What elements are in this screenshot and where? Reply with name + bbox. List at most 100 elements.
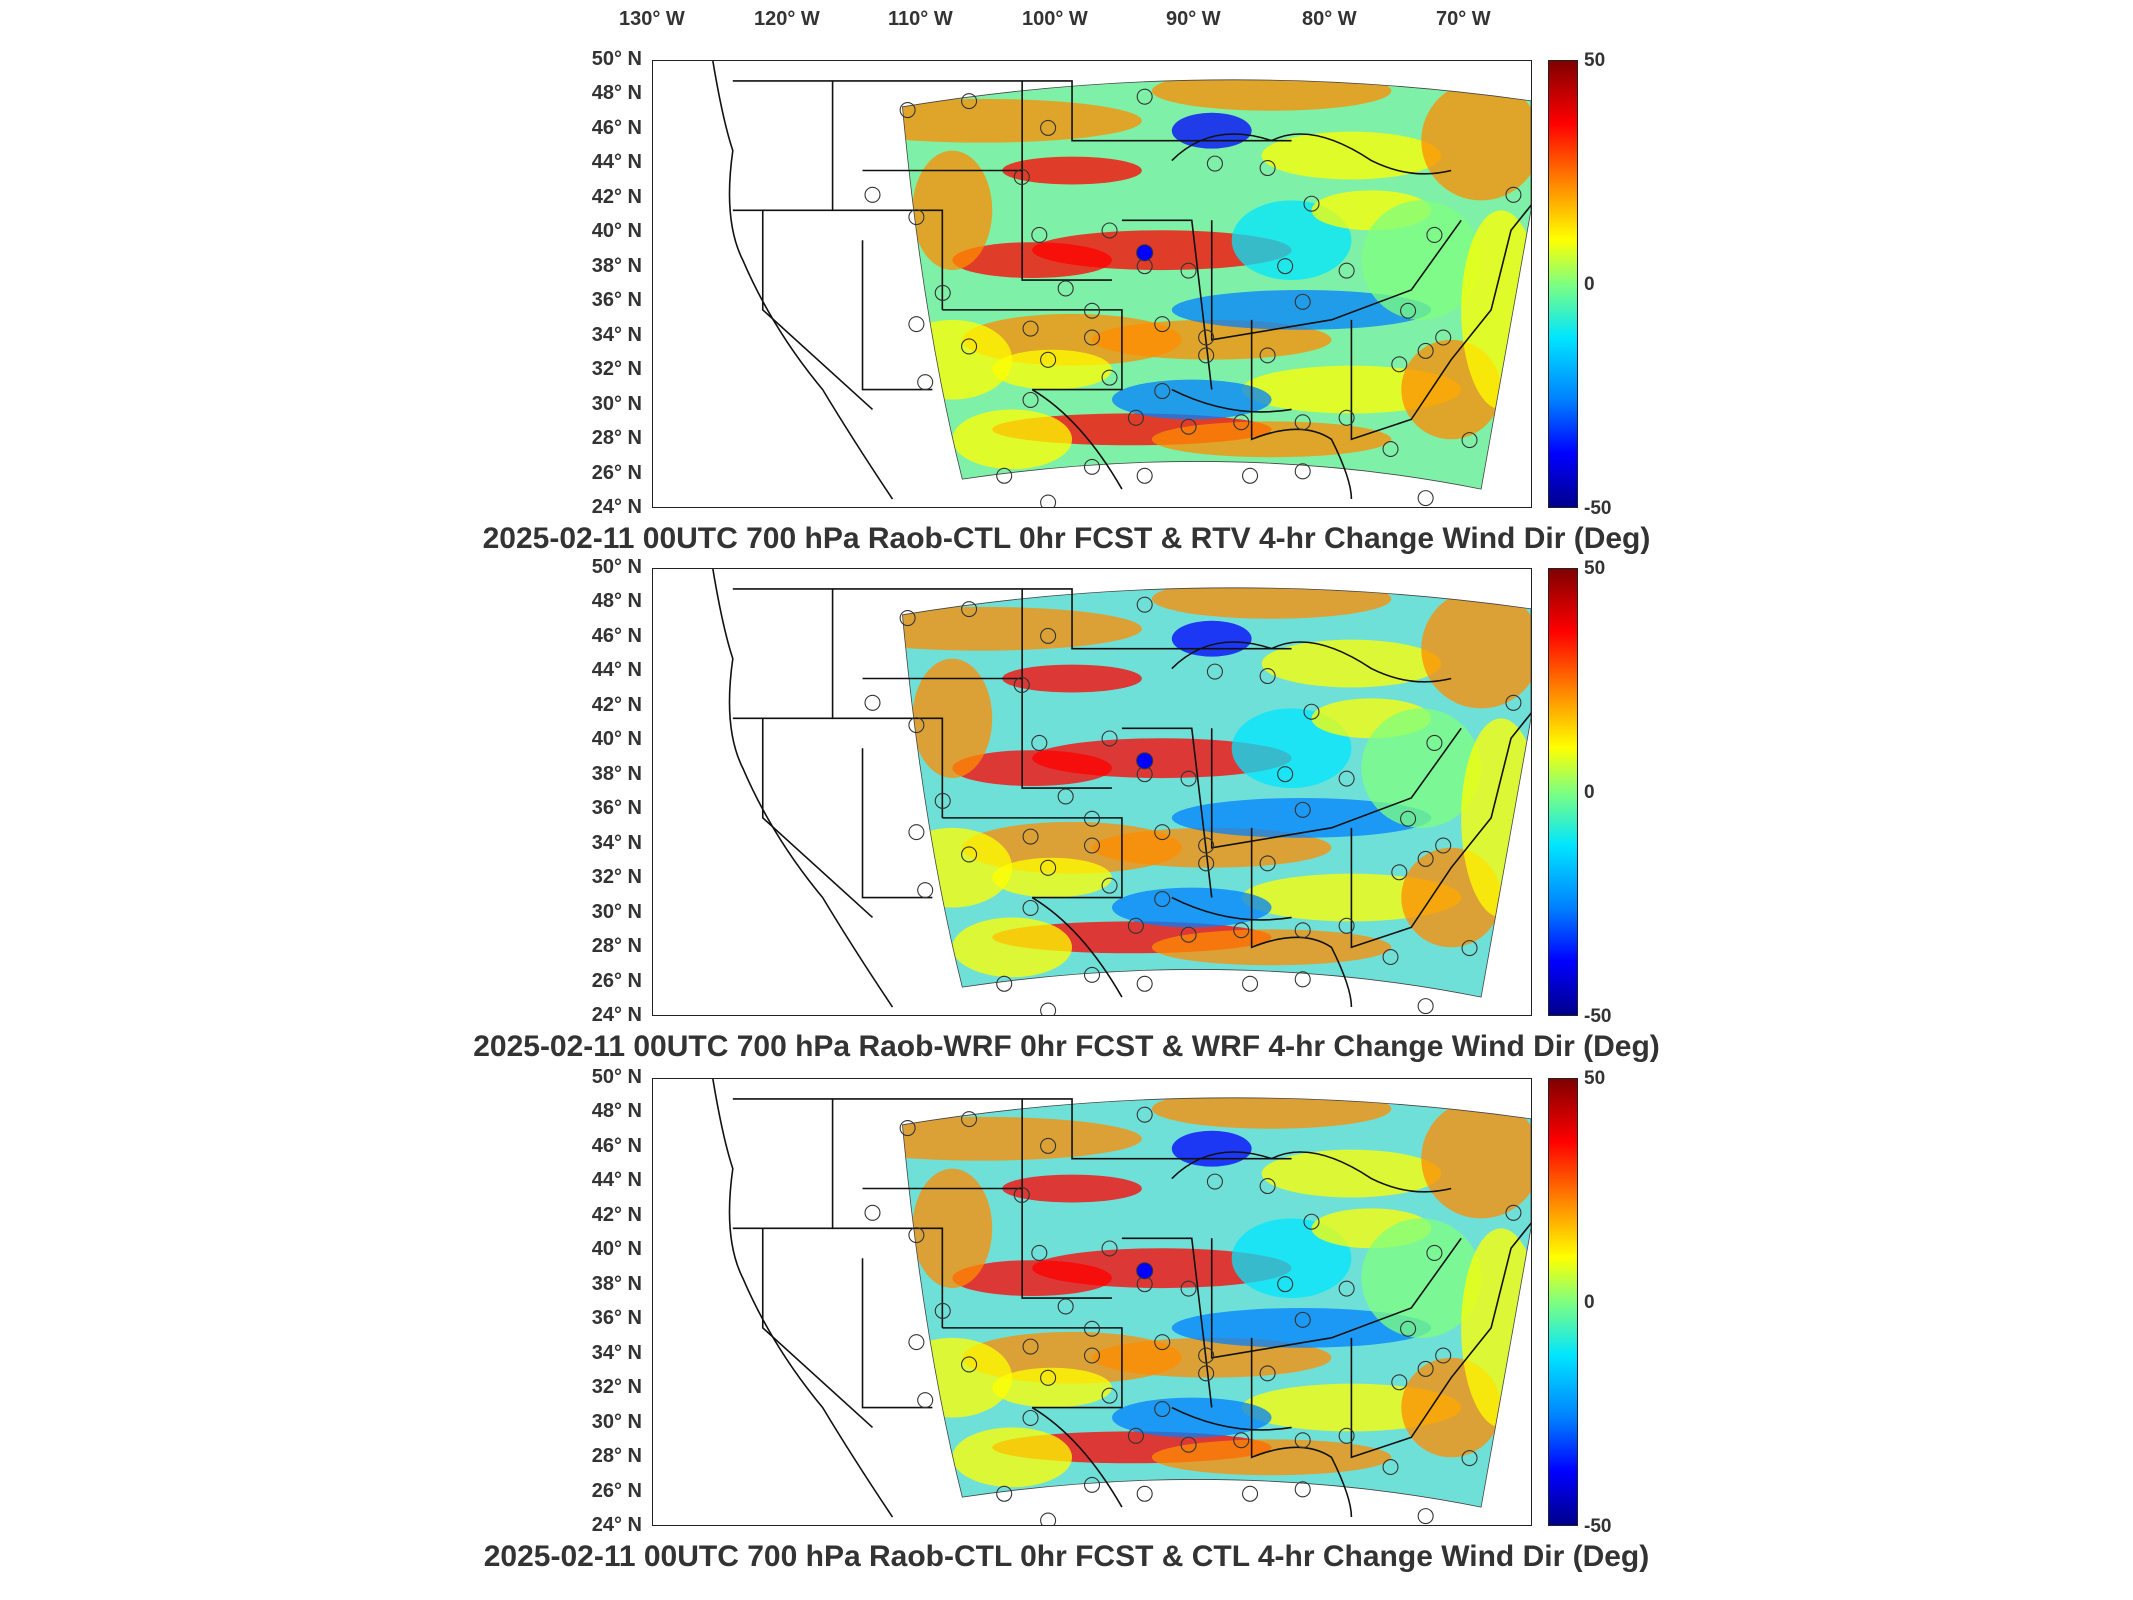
- raob-station-marker: [1242, 467, 1259, 484]
- raob-station-marker: [917, 882, 934, 899]
- raob-station-marker: [1277, 258, 1294, 275]
- raob-station-marker: [1382, 441, 1399, 458]
- raob-station-marker: [1180, 770, 1197, 787]
- lat-label: 44° N: [591, 659, 642, 682]
- raob-station-marker: [961, 601, 978, 618]
- boundary-line: [1250, 827, 1353, 1008]
- raob-station-marker: [1057, 788, 1074, 805]
- lat-label: 32° N: [591, 866, 642, 889]
- raob-station-marker: [1338, 262, 1355, 279]
- raob-station-marker: [1136, 975, 1153, 992]
- lat-label: 50° N: [591, 1066, 642, 1088]
- raob-station-marker: [1259, 1178, 1276, 1195]
- colorbar-max-label: 50: [1584, 1068, 1606, 1089]
- raob-station-marker: [1040, 1137, 1057, 1154]
- raob-station-marker: [908, 1334, 925, 1351]
- boundary-line: [1210, 1237, 1462, 1359]
- raob-station-marker: [1294, 293, 1311, 310]
- raob-station-marker: [1022, 320, 1039, 337]
- raob-station-marker: [1233, 414, 1250, 431]
- lat-label: 40° N: [591, 728, 642, 751]
- lat-label: 40° N: [591, 220, 642, 243]
- raob-station-marker: [1083, 329, 1101, 346]
- lat-label: 34° N: [591, 831, 642, 854]
- raob-station-marker: [1338, 1427, 1355, 1444]
- raob-station-marker: [864, 694, 881, 711]
- boundary-line: [1171, 641, 1452, 683]
- wind-direction-field: [902, 1097, 1531, 1508]
- raob-station-marker: [1013, 1186, 1030, 1203]
- boundary-line: [1350, 204, 1531, 441]
- raob-station-marker: [1505, 1204, 1522, 1221]
- lat-label: 48° N: [591, 590, 642, 613]
- raob-station-marker: [1198, 837, 1215, 854]
- raob-station-marker: [1338, 1280, 1355, 1297]
- lat-label: 24° N: [591, 1004, 642, 1026]
- colorbar-max-label: 50: [1584, 50, 1606, 71]
- raob-station-marker: [1022, 1338, 1039, 1355]
- raob-station-marker: [899, 102, 916, 119]
- raob-station-marker: [1417, 1508, 1434, 1525]
- boundary-line: [761, 210, 874, 411]
- boundary-line: [831, 1098, 944, 1328]
- raob-station-marker: [908, 316, 925, 333]
- raob-station-marker: [1259, 160, 1276, 177]
- boundary-line: [1210, 727, 1462, 849]
- raob-station-marker: [1022, 1409, 1039, 1426]
- raob-station-marker: [917, 1392, 934, 1409]
- raob-station-marker: [1417, 850, 1434, 867]
- raob-station-marker: [1198, 1365, 1215, 1382]
- model-domain-outline: [901, 1097, 1531, 1508]
- raob-station-marker: [1127, 917, 1144, 934]
- raob-station-marker: [1101, 369, 1118, 386]
- raob-station-marker: [1505, 694, 1522, 711]
- boundary-line: [761, 718, 874, 919]
- raob-station-marker: [1136, 244, 1154, 262]
- raob-station-marker: [1259, 347, 1276, 364]
- raob-station-marker: [1127, 1427, 1144, 1444]
- boundary-line: [1121, 1237, 1213, 1408]
- lat-label: 42° N: [591, 185, 642, 208]
- raob-station-marker: [1435, 1347, 1452, 1364]
- raob-station-marker: [1435, 837, 1452, 854]
- raob-station-marker: [1242, 1485, 1259, 1502]
- raob-station-marker: [1101, 222, 1118, 239]
- raob-station-marker: [1013, 168, 1030, 185]
- lat-label: 48° N: [591, 82, 642, 105]
- colorbar-mid-label: 0: [1584, 1292, 1595, 1313]
- map-panel-1: 50° N 48° N 46° N 44° N 42° N 40° N 38° N 36° N…: [0, 0, 2133, 560]
- raob-station-marker: [908, 824, 925, 841]
- raob-station-marker: [961, 1111, 978, 1128]
- raob-station-marker: [1040, 119, 1057, 136]
- lat-label: 26° N: [591, 1479, 642, 1502]
- boundary-line: [1171, 896, 1292, 921]
- colorbar-min-label: -50: [1584, 1516, 1612, 1537]
- raob-station-marker: [1461, 432, 1478, 449]
- raob-station-marker: [1180, 1280, 1197, 1297]
- raob-station-marker: [961, 846, 978, 863]
- raob-station-marker: [1180, 1436, 1197, 1453]
- boundary-line: [732, 1098, 1292, 1160]
- lat-label: 44° N: [591, 151, 642, 174]
- map-panel-2: 50° N 48° N 46° N 44° N 42° N 40° N 38° N 36° N…: [473, 556, 1660, 1063]
- raob-station-marker: [1057, 280, 1074, 297]
- raob-station-marker: [1040, 1512, 1057, 1525]
- boundary-line: [732, 588, 1292, 650]
- map-svg: [712, 1079, 1531, 1525]
- raob-station-marker: [908, 1227, 925, 1244]
- raob-station-marker: [1338, 770, 1355, 787]
- boundary-line: [1121, 219, 1213, 390]
- boundary-line: [942, 817, 1123, 899]
- raob-station-marker: [1461, 1450, 1478, 1467]
- colorbar: [1548, 1078, 1578, 1526]
- boundary-line: [1250, 1337, 1353, 1518]
- boundary-line: [831, 80, 944, 310]
- raob-station-marker: [1136, 752, 1154, 770]
- raob-station-marker: [1294, 1311, 1311, 1328]
- boundary-line: [861, 748, 933, 899]
- boundary-line: [712, 61, 894, 500]
- raob-station-marker: [961, 1356, 978, 1373]
- lat-label: 28° N: [591, 427, 642, 450]
- raob-station-marker: [1294, 1432, 1311, 1449]
